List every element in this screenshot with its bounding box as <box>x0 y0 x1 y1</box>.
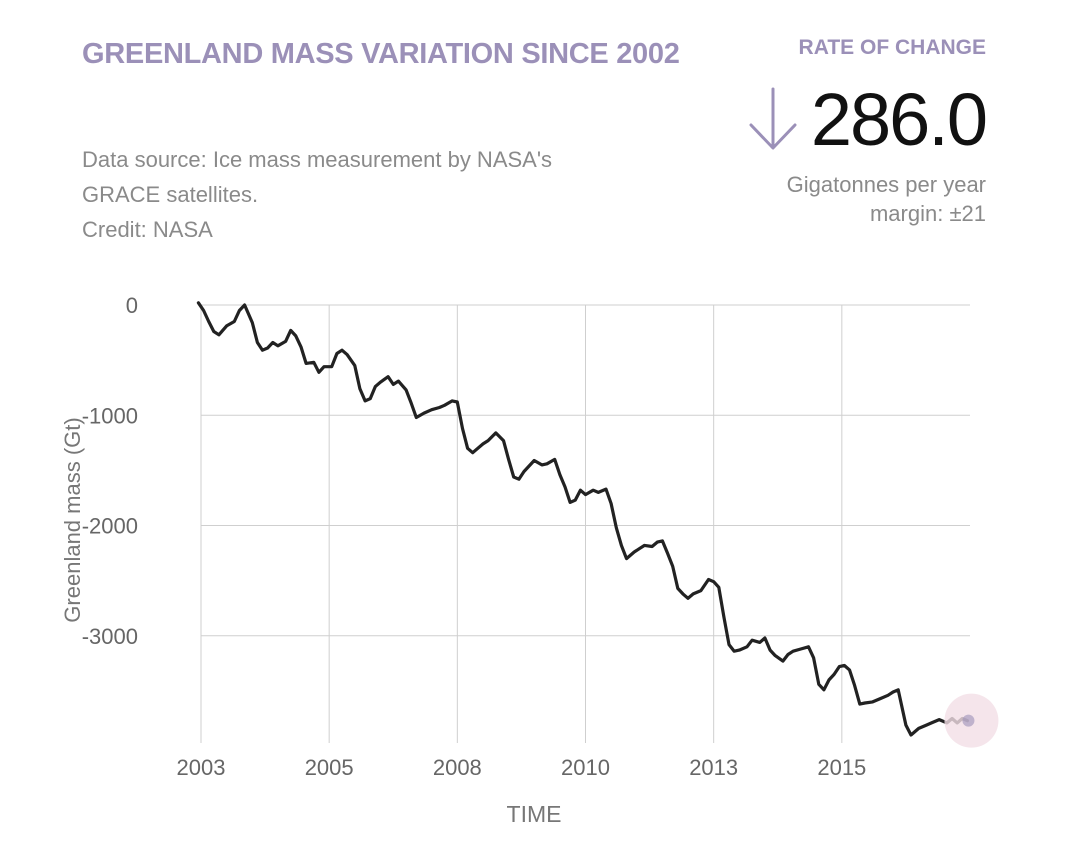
down-arrow-icon <box>749 87 797 150</box>
chart-ticks: 0 -1000 -2000 -3000 2003 2005 2008 2010 2013 2015 <box>82 293 867 780</box>
y-tick-label: -1000 <box>82 403 138 428</box>
data-source-note: Data source: Ice mass measurement by NAS… <box>82 142 682 247</box>
x-tick-label: 2010 <box>561 755 610 780</box>
x-tick-label: 2008 <box>433 755 482 780</box>
latest-point-marker <box>962 714 975 727</box>
mass-series-line <box>196 301 969 737</box>
rate-of-change-value-row: 286.0 <box>747 78 988 161</box>
x-tick-label: 2003 <box>177 755 226 780</box>
y-tick-label: -3000 <box>82 624 138 649</box>
y-tick-label: 0 <box>126 293 138 318</box>
chart-title: GREENLAND MASS VARIATION SINCE 2002 <box>82 38 680 70</box>
chart-series <box>196 301 999 748</box>
y-tick-label: -2000 <box>82 514 138 539</box>
x-tick-label: 2013 <box>689 755 738 780</box>
x-tick-label: 2005 <box>305 755 354 780</box>
rate-unit-block: Gigatonnes per year margin: ±21 <box>787 170 986 228</box>
x-tick-label: 2015 <box>817 755 866 780</box>
credit-line: Credit: NASA <box>82 217 213 242</box>
source-line-2: GRACE satellites. <box>82 182 259 207</box>
rate-value: 286.0 <box>810 78 988 161</box>
rate-of-change-label: RATE OF CHANGE <box>798 36 986 59</box>
rate-margin: margin: ±21 <box>869 201 986 226</box>
chart-grid <box>200 304 970 743</box>
source-line-1: Data source: Ice mass measurement by NAS… <box>82 147 553 172</box>
x-axis-label: TIME <box>507 801 562 827</box>
rate-unit: Gigatonnes per year <box>786 172 986 197</box>
y-axis-label: Greenland mass (Gt) <box>60 417 85 622</box>
